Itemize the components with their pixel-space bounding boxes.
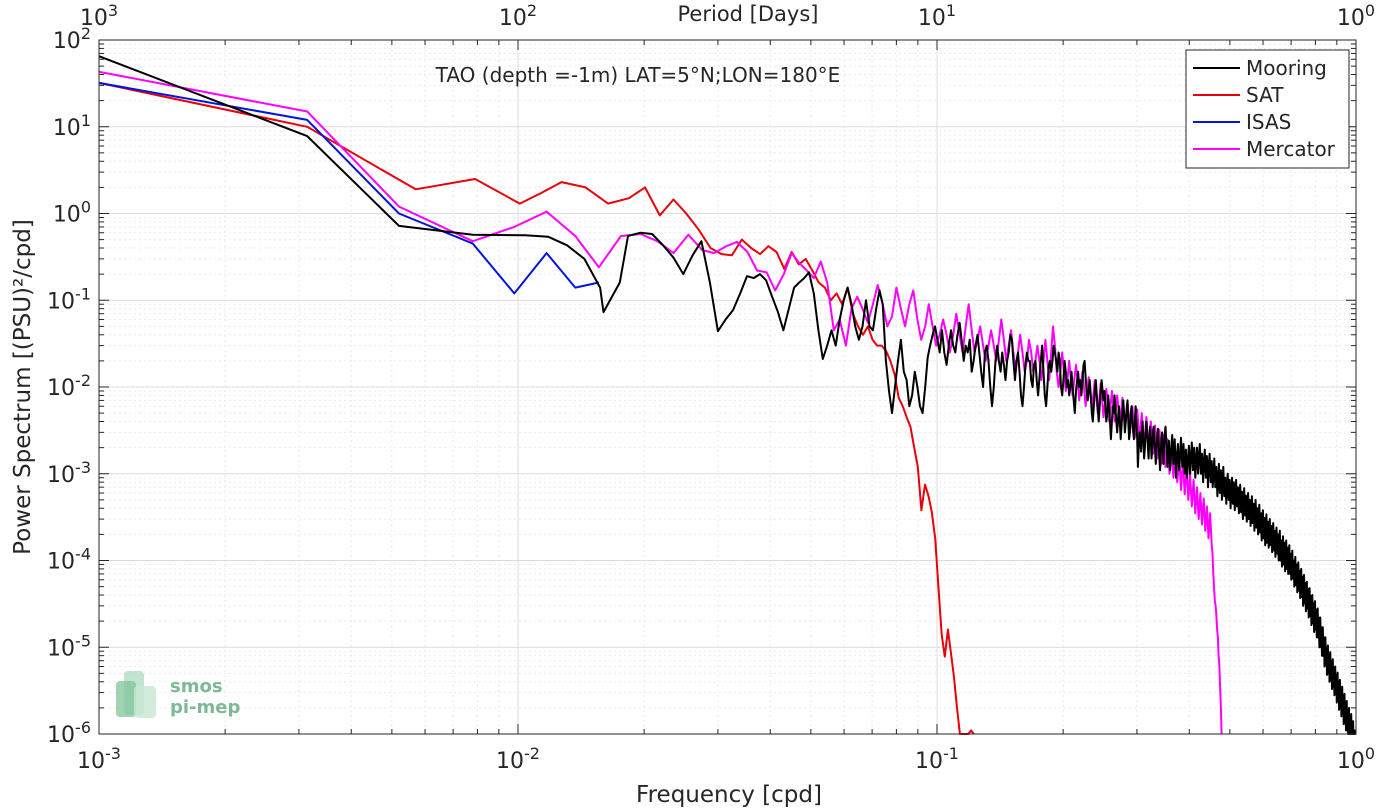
y-tick-label: 10-4: [47, 545, 91, 575]
y-tick-label: 102: [53, 24, 91, 54]
top-tick-label: 100: [1337, 1, 1375, 31]
y-axis-label: Power Spectrum [(PSU)²/cpd]: [10, 219, 36, 555]
logo-mark-front: [134, 686, 156, 718]
y-tick-label: 10-2: [47, 371, 91, 401]
y-axis-label-text: Power Spectrum [(PSU)²/cpd]: [10, 219, 36, 555]
legend: Mooring SAT ISAS Mercator: [1185, 49, 1350, 169]
x-tick-label: 10-3: [77, 744, 121, 774]
x-axis-label: Frequency [cpd]: [636, 782, 822, 808]
legend-label-isas: ISAS: [1246, 110, 1291, 134]
logo-text-pimep: pi-mep: [170, 697, 240, 718]
legend-label-sat: SAT: [1246, 83, 1284, 107]
legend-label-mooring: Mooring: [1246, 56, 1327, 80]
legend-label-mercator: Mercator: [1246, 137, 1336, 161]
logo-mark-middle: [116, 681, 136, 717]
logo-text-smos: smos: [170, 676, 223, 697]
x-tick-label: 100: [1337, 744, 1375, 774]
top-tick-label: 102: [499, 1, 537, 31]
y-tick-label: 100: [53, 198, 91, 228]
y-tick-label: 10-5: [47, 631, 91, 661]
top-tick-label: 101: [918, 1, 956, 31]
series-line-isas: [98, 81, 600, 295]
smos-pimep-logo: smos pi-mep: [116, 671, 240, 718]
axis-ticks: [98, 40, 1356, 735]
y-tick-label: 10-3: [47, 458, 91, 488]
x-tick-label: 10-2: [496, 744, 540, 774]
plot-frame: [98, 39, 1357, 735]
y-tick-label: 10-1: [47, 284, 91, 314]
series-line-mooring: [98, 55, 1357, 735]
y-tick-label: 10-6: [47, 718, 91, 748]
y-tick-label: 101: [53, 111, 91, 141]
series-lines: [98, 55, 1357, 735]
x-tick-label: 10-1: [915, 744, 959, 774]
top-axis-label: Period [Days]: [678, 2, 819, 26]
top-tick-label: 103: [80, 1, 118, 31]
chart-title: TAO (depth =-1m) LAT=5°N;LON=180°E: [435, 63, 841, 87]
